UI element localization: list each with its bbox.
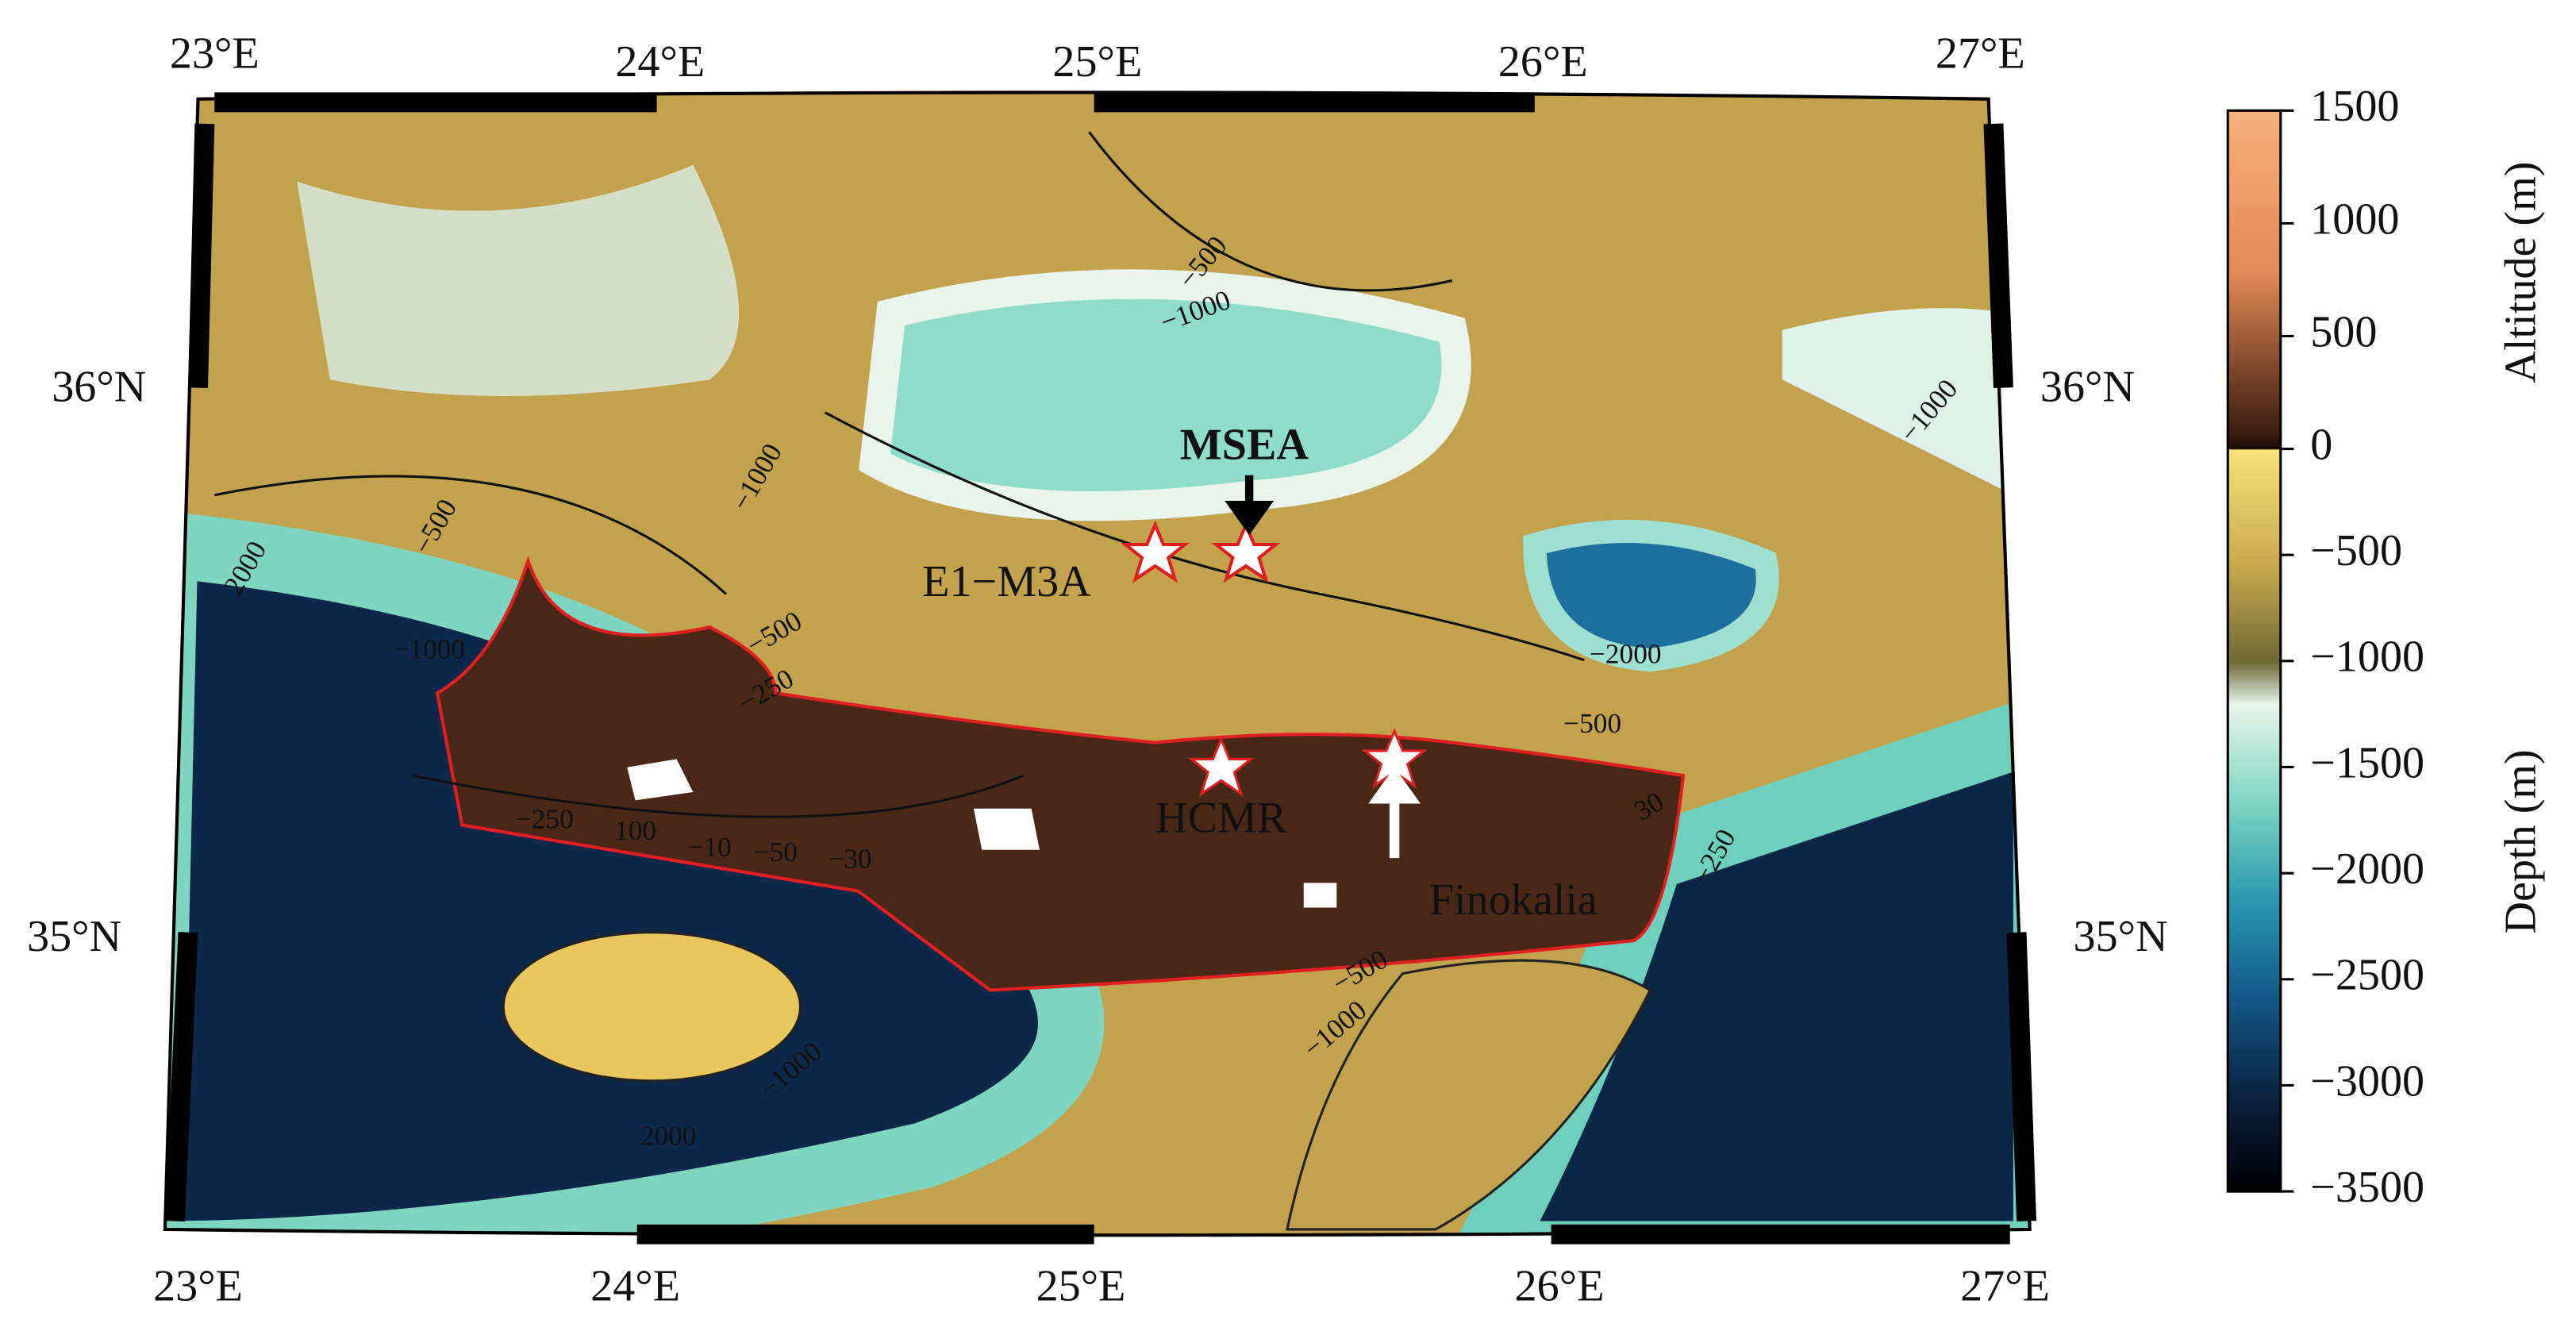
colorbar-tick-label: −1500	[2310, 738, 2424, 787]
trough	[1782, 308, 2013, 495]
lat-label: 35°N	[27, 912, 121, 961]
station-label: Finokalia	[1429, 875, 1598, 925]
colorbar-tick-label: 1500	[2310, 82, 2399, 131]
lon-label: 26°E	[1498, 37, 1588, 87]
lon-label: 27°E	[1936, 29, 2025, 79]
contour-label: −250	[516, 804, 574, 835]
contour-label: −50	[754, 837, 798, 868]
station-label: MSEA	[1180, 420, 1309, 469]
island	[502, 931, 802, 1083]
station-star	[1121, 520, 1190, 583]
colorbar-tick-label: −3500	[2310, 1163, 2424, 1212]
colorbar-label: Altitude (m)	[2496, 162, 2545, 383]
lon-label: 25°E	[1052, 37, 1142, 87]
colorbar-label: Depth (m)	[2496, 749, 2545, 933]
colorbar-tick-label: 500	[2310, 307, 2377, 356]
contour-label: −1000	[393, 633, 465, 664]
trough	[297, 164, 740, 396]
contour-label: −10	[688, 832, 732, 863]
lon-label: 24°E	[590, 1262, 680, 1311]
colorbar-tick-label: 0	[2310, 420, 2332, 469]
arrow	[1368, 767, 1421, 859]
arrow	[1225, 475, 1275, 536]
colorbar-tick-label: −2500	[2310, 951, 2424, 1000]
colorbar	[2226, 109, 2282, 1193]
lon-label: 26°E	[1515, 1262, 1605, 1311]
lon-label: 23°E	[170, 29, 260, 79]
contour-label: 100	[614, 815, 656, 846]
contour-label: −500	[1563, 708, 1621, 739]
lon-label: 27°E	[1960, 1262, 2050, 1311]
station-star	[1211, 520, 1281, 583]
lat-label: 36°N	[52, 363, 146, 412]
colorbar-tick-label: −3000	[2310, 1056, 2424, 1106]
lon-label: 23°E	[153, 1262, 243, 1311]
station-label: HCMR	[1155, 793, 1287, 842]
frame-ticks	[164, 92, 2037, 1245]
station-star	[1187, 736, 1255, 797]
colorbar-tick-label: 1000	[2310, 194, 2399, 244]
contour	[214, 131, 1585, 818]
colorbar-tick-label: −500	[2310, 526, 2402, 575]
colorbar-tick-label: −1000	[2310, 633, 2424, 682]
contour-label: 2000	[640, 1121, 697, 1152]
lon-label: 25°E	[1036, 1262, 1126, 1311]
trough	[1523, 519, 1779, 672]
colorbar-tick-label: −2000	[2310, 844, 2424, 894]
lon-label: 24°E	[615, 37, 705, 87]
shelf	[1286, 959, 1652, 1231]
peaks	[627, 759, 1337, 908]
map-body	[164, 92, 2030, 1236]
station-label: E1−M3A	[922, 557, 1091, 606]
contour-label: −30	[828, 843, 871, 874]
lat-label: 36°N	[2040, 363, 2135, 412]
contour-label: −2000	[1590, 639, 1662, 670]
crete	[435, 556, 1686, 992]
lat-label: 35°N	[2074, 912, 2168, 961]
